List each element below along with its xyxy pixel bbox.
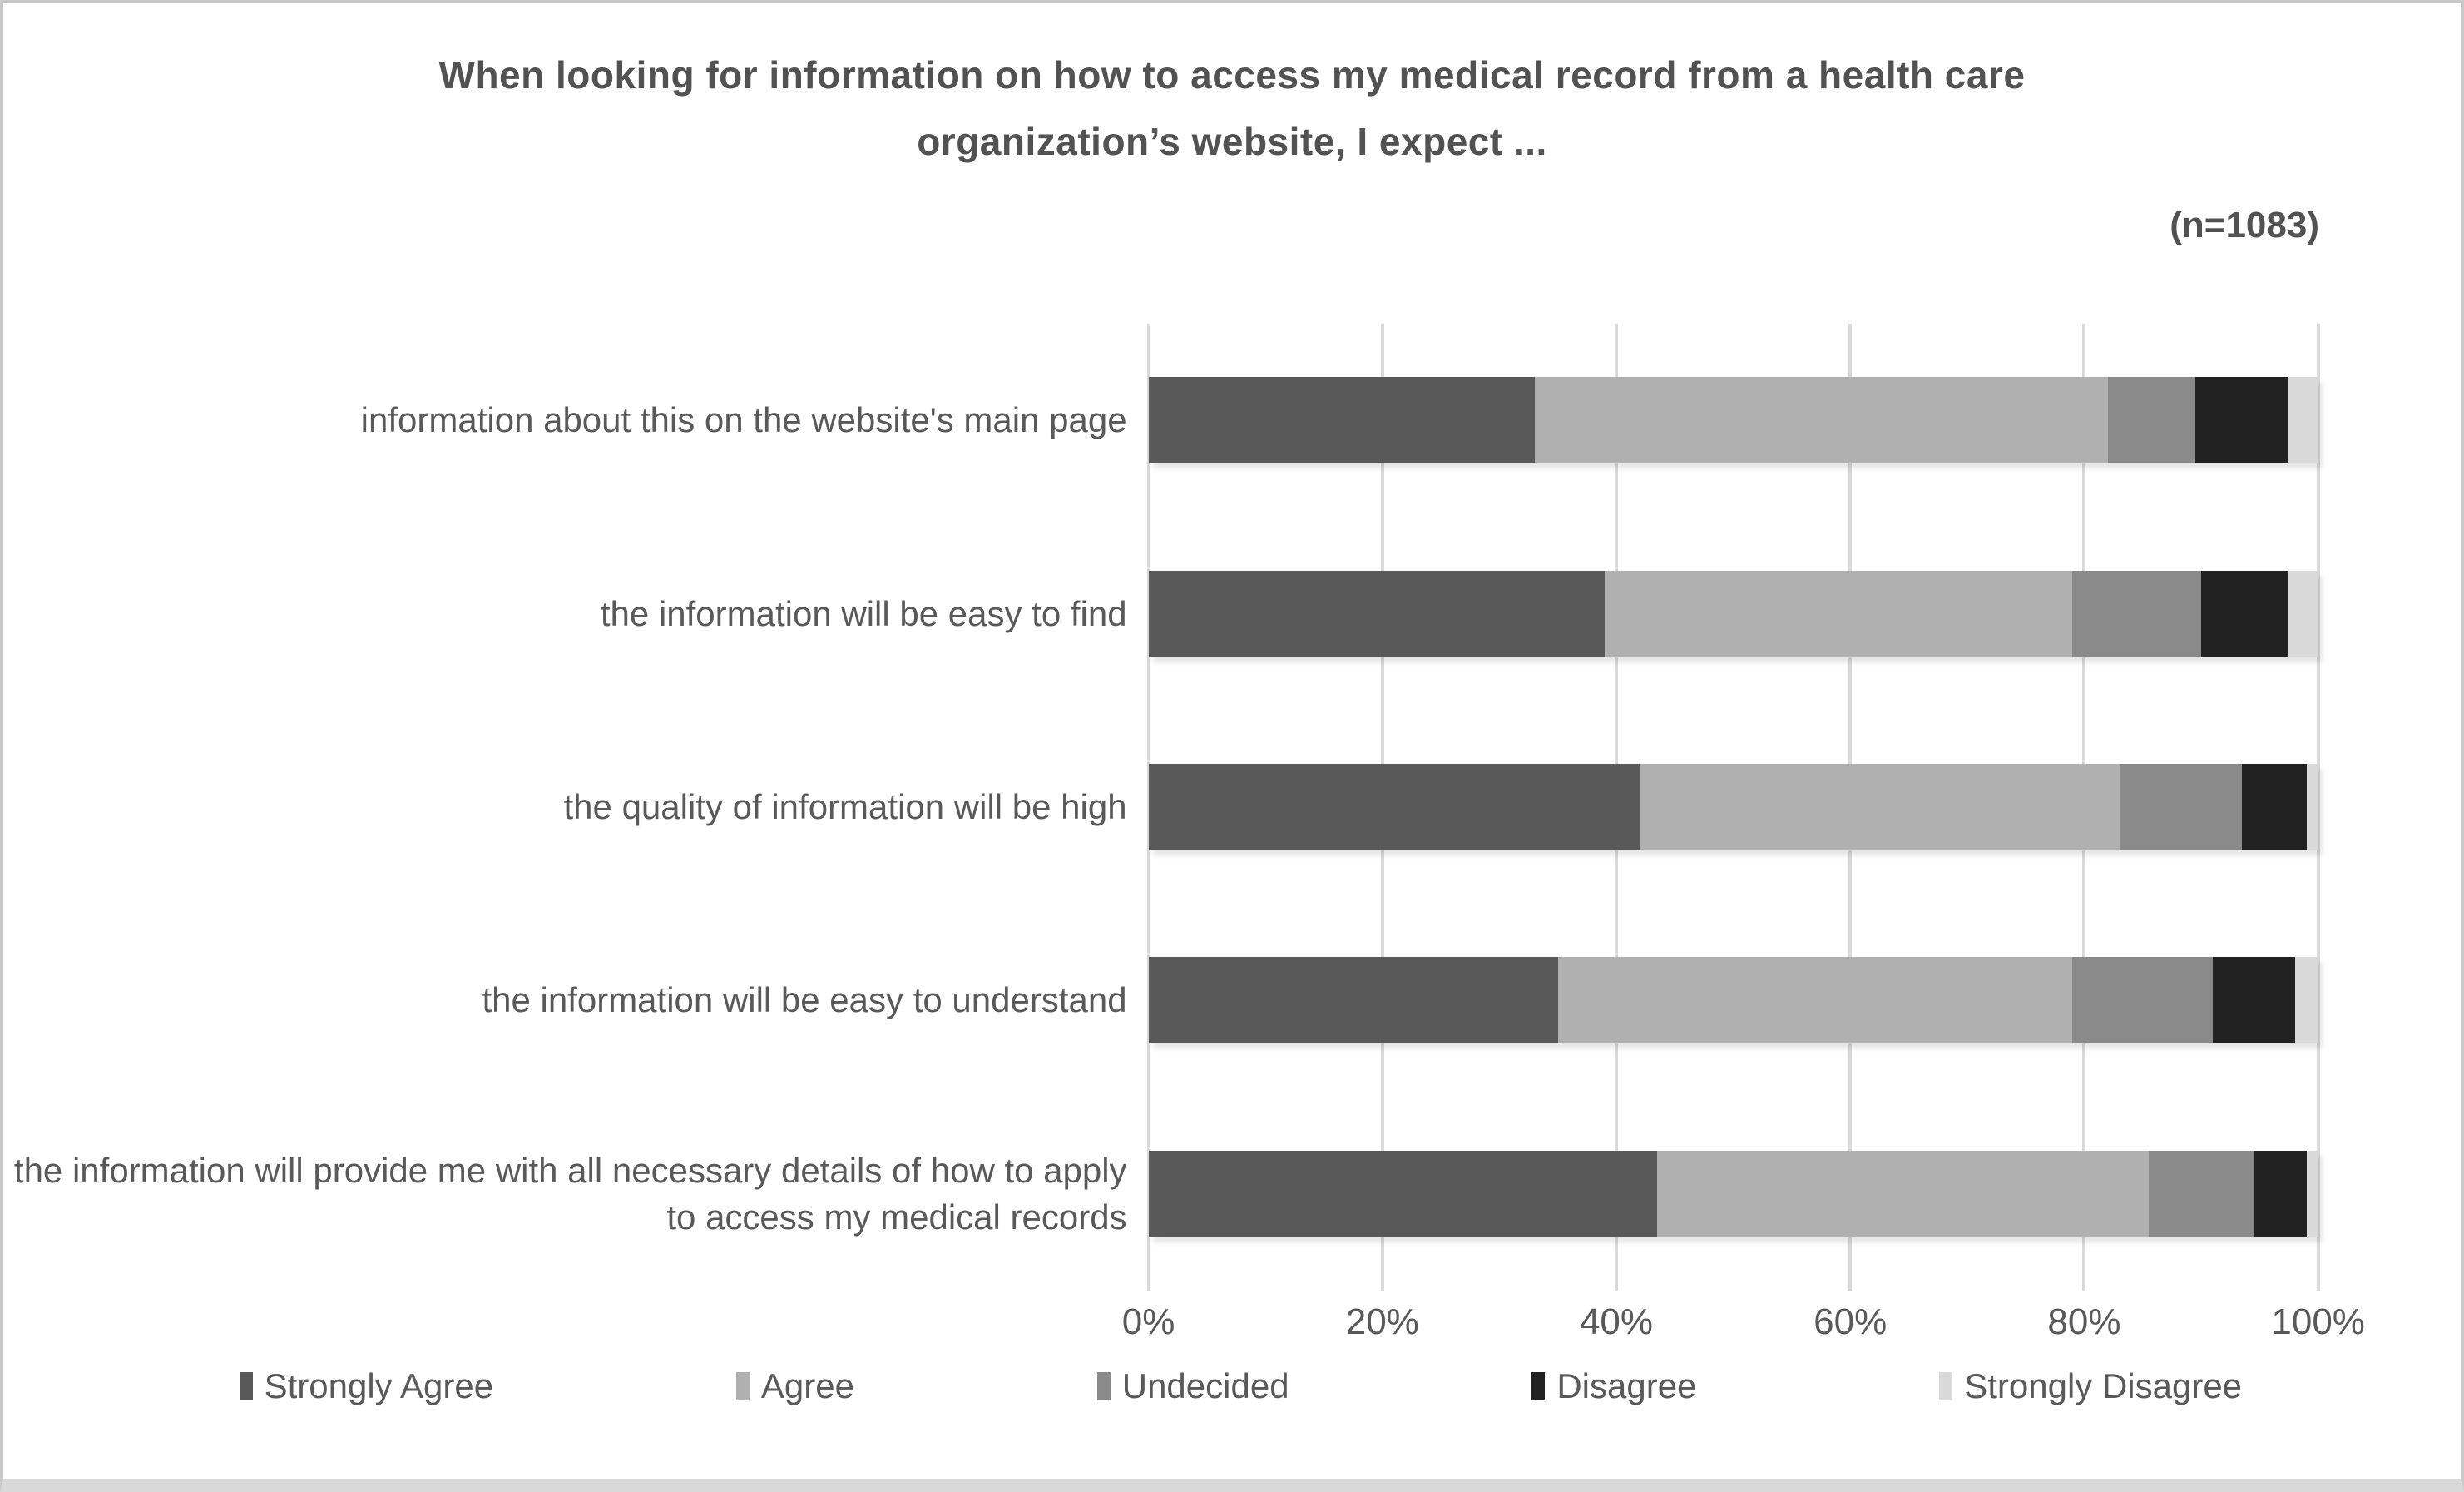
bar-row: the quality of information will be high — [3, 711, 2461, 904]
chart-title-line-1: When looking for information on how to a… — [438, 53, 2026, 97]
legend-swatch-agree — [735, 1372, 750, 1400]
bar-row: information about this on the website's … — [3, 324, 2461, 517]
legend-swatch-strongly-agree — [239, 1372, 253, 1400]
x-axis: 0% 20% 40% 60% 80% 100% — [1122, 1301, 2365, 1351]
x-tick-20-: 20% — [1345, 1301, 1419, 1342]
bar-track — [1148, 1098, 2318, 1291]
bar-segment-undecided — [2072, 957, 2214, 1044]
bar-row: the information will provide me with all… — [3, 1098, 2461, 1291]
bar-track — [1148, 324, 2318, 517]
x-tick-40-: 40% — [1579, 1301, 1654, 1342]
bar-segment-agree — [1557, 957, 2073, 1044]
bar-segment-disagree — [2254, 1150, 2307, 1237]
legend-label-disagree: Disagree — [1556, 1366, 1697, 1405]
bar-segment-disagree — [2242, 764, 2307, 851]
legend-item-strongly-agree: Strongly Agree — [239, 1366, 494, 1406]
category-label: the information will be easy to find — [600, 593, 1127, 633]
legend-item-agree: Agree — [735, 1366, 854, 1406]
x-tick-100-: 100% — [2271, 1301, 2365, 1342]
bar-stack — [1148, 957, 2318, 1044]
gridline-100- — [2316, 324, 2320, 1291]
legend-item-strongly-disagree: Strongly Disagree — [1939, 1366, 2242, 1406]
bar-track — [1148, 711, 2318, 904]
bar-segment-undecided — [2119, 764, 2243, 851]
legend-label-strongly-disagree: Strongly Disagree — [1964, 1366, 2243, 1405]
x-tick-60-: 60% — [1813, 1301, 1888, 1342]
legend-item-disagree: Disagree — [1531, 1366, 1696, 1406]
bar-stack — [1148, 377, 2318, 464]
bar-stack — [1148, 1150, 2318, 1237]
bar-segment-disagree — [2213, 957, 2295, 1044]
bar-segment-strongly-disagree — [2306, 1150, 2318, 1237]
bar-segment-agree — [1534, 377, 2108, 464]
bar-segment-disagree — [2195, 377, 2289, 464]
category-label: the information will provide me with all… — [13, 1150, 1127, 1237]
category-label: the information will be easy to understa… — [482, 980, 1127, 1020]
legend-swatch-disagree — [1531, 1372, 1546, 1400]
legend-swatch-strongly-disagree — [1939, 1372, 1953, 1400]
legend: Strongly Agree Agree Undecided Disagree Stro… — [239, 1366, 2243, 1406]
bar-segment-strongly-agree — [1148, 764, 1640, 851]
bar-track — [1148, 517, 2318, 710]
chart-title: When looking for information on how to a… — [3, 42, 2461, 175]
bar-track — [1148, 904, 2318, 1097]
bar-segment-strongly-agree — [1148, 570, 1605, 657]
bar-segment-undecided — [2107, 377, 2195, 464]
legend-label-strongly-agree: Strongly Agree — [264, 1366, 494, 1405]
bar-stack — [1148, 570, 2318, 657]
bar-segment-agree — [1657, 1150, 2149, 1237]
bar-segment-agree — [1604, 570, 2073, 657]
sample-size-label: (n=1083) — [2170, 205, 2319, 245]
legend-label-agree: Agree — [760, 1366, 854, 1405]
bar-segment-strongly-agree — [1148, 1150, 1658, 1237]
bar-segment-strongly-disagree — [2288, 570, 2318, 657]
legend-swatch-undecided — [1096, 1372, 1111, 1400]
category-label: the quality of information will be high — [563, 787, 1127, 827]
bar-row: the information will be easy to understa… — [3, 904, 2461, 1097]
bar-rows: information about this on the website's … — [3, 324, 2461, 1291]
x-tick-0-: 0% — [1121, 1301, 1175, 1342]
bar-segment-strongly-disagree — [2294, 957, 2318, 1044]
bar-segment-undecided — [2072, 570, 2202, 657]
bar-segment-strongly-disagree — [2306, 764, 2318, 851]
bar-segment-agree — [1640, 764, 2120, 851]
bar-segment-strongly-disagree — [2288, 377, 2318, 464]
bar-segment-undecided — [2148, 1150, 2254, 1237]
chart-title-line-2: organization’s website, I expect ... — [917, 120, 1547, 163]
x-tick-80-: 80% — [2047, 1301, 2121, 1342]
bar-segment-strongly-agree — [1148, 377, 1535, 464]
category-label: information about this on the website's … — [360, 400, 1127, 440]
bar-segment-disagree — [2201, 570, 2289, 657]
legend-item-undecided: Undecided — [1096, 1366, 1289, 1406]
bar-segment-strongly-agree — [1148, 957, 1558, 1044]
legend-label-undecided: Undecided — [1121, 1366, 1289, 1405]
bar-stack — [1148, 764, 2318, 851]
bar-row: the information will be easy to find — [3, 517, 2461, 710]
